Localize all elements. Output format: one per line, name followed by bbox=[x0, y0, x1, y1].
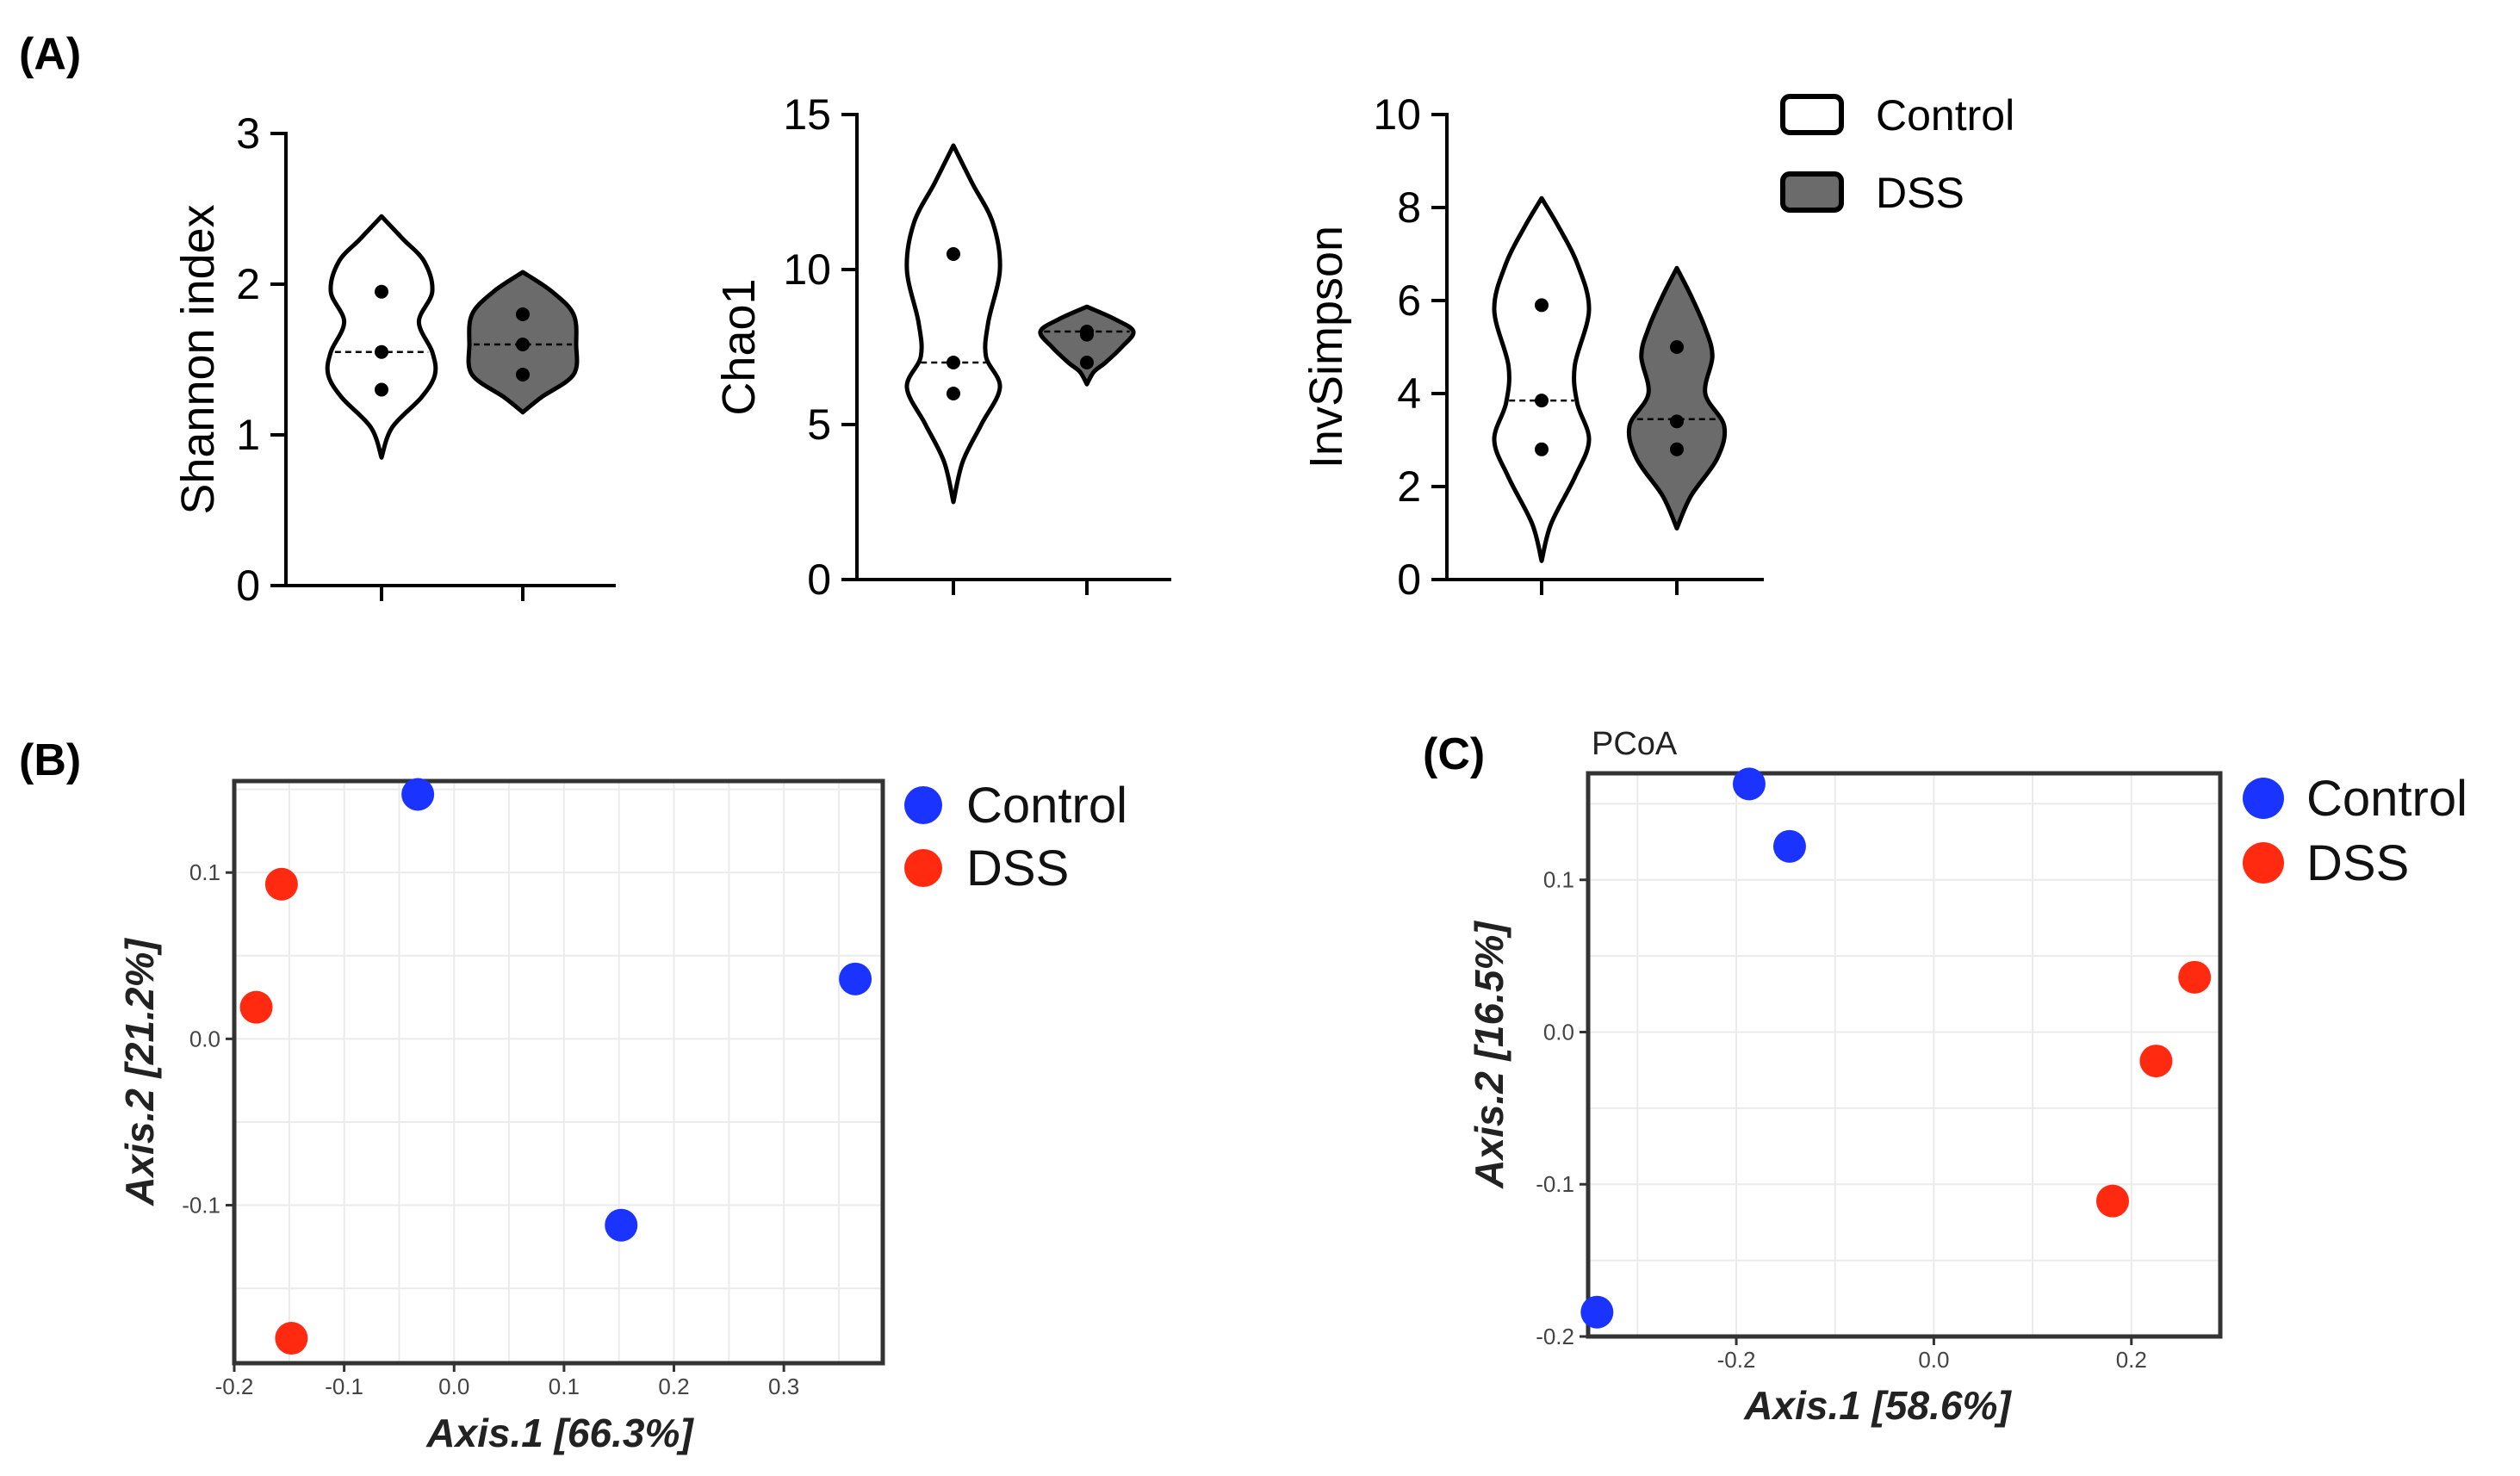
x-tick-label: -0.2 bbox=[1717, 1347, 1756, 1373]
legend-marker-control bbox=[904, 786, 942, 824]
y-tick-label: 5 bbox=[807, 400, 831, 449]
scatter-point-dss bbox=[275, 1322, 308, 1355]
data-point bbox=[1080, 356, 1094, 369]
data-point bbox=[375, 382, 388, 397]
y-axis-label: Axis.2 [21.2%] bbox=[117, 938, 162, 1206]
data-point bbox=[1535, 298, 1549, 313]
y-tick-label: 8 bbox=[1397, 183, 1421, 232]
y-tick-label: 0.1 bbox=[189, 859, 220, 885]
scatter-point-control bbox=[839, 962, 872, 995]
y-tick-label: 1 bbox=[236, 411, 260, 459]
x-tick-label: 0.1 bbox=[549, 1374, 580, 1399]
x-tick-label: 0.0 bbox=[438, 1374, 469, 1399]
scatter-point-dss bbox=[2139, 1045, 2173, 1078]
y-tick-label: 4 bbox=[1397, 369, 1421, 418]
legend-label-dss: DSS bbox=[1876, 169, 1964, 217]
data-point bbox=[1535, 394, 1549, 408]
plot-frame bbox=[1586, 771, 2223, 1339]
x-tick-label: -0.1 bbox=[325, 1374, 363, 1399]
data-point bbox=[516, 307, 530, 321]
legend-label-dss: DSS bbox=[966, 840, 1069, 896]
y-tick-label: 6 bbox=[1397, 276, 1421, 325]
plot-background bbox=[234, 781, 883, 1363]
violin-shape-dss bbox=[1038, 304, 1136, 387]
y-tick-label: 0 bbox=[236, 561, 260, 610]
pcoa-scatter-c: -0.2 0.0 0.2 -0.2 -0.1 0.0 0.1 Axis.1 [58.6%] Ax… bbox=[1467, 726, 2467, 1428]
x-tick-label: -0.2 bbox=[215, 1374, 254, 1399]
x-axis-label: Axis.1 [66.3%] bbox=[425, 1411, 694, 1455]
pcoa-scatter-b: -0.2 -0.1 0.0 0.1 0.2 0.3 -0.1 0.0 0.1 Axis.1 [66… bbox=[117, 778, 1127, 1455]
chao1-violin-chart: 0 5 10 15 Chao1 bbox=[713, 90, 1171, 604]
legend-marker-control bbox=[2243, 778, 2284, 819]
y-axis-label: Chao1 bbox=[713, 278, 765, 415]
scatter-point-control bbox=[1772, 829, 1806, 863]
legend-swatch-control bbox=[1780, 94, 1844, 135]
scatter-point-dss bbox=[2095, 1184, 2129, 1218]
y-tick-label: 0.0 bbox=[189, 1026, 220, 1051]
y-tick-label: -0.1 bbox=[182, 1193, 220, 1219]
y-tick-label: 3 bbox=[236, 109, 260, 158]
legend-swatch-dss bbox=[1780, 171, 1844, 213]
panel-label-c: (C) bbox=[1423, 729, 1485, 779]
data-point bbox=[1080, 327, 1094, 342]
invsimpson-violin-chart: 0 2 4 6 8 10 InvSimpson bbox=[1300, 90, 1764, 604]
legend-label-dss: DSS bbox=[2306, 835, 2409, 891]
y-tick-label: 2 bbox=[1397, 462, 1421, 511]
scatter-point-control bbox=[401, 778, 435, 811]
data-point bbox=[1670, 442, 1684, 456]
y-axis-label: Axis.2 [16.5%] bbox=[1467, 921, 1511, 1189]
data-point bbox=[1670, 340, 1684, 354]
legend-label-control: Control bbox=[1876, 91, 2014, 140]
y-tick-label: 0.0 bbox=[1543, 1019, 1574, 1045]
y-tick-label: -0.2 bbox=[1536, 1324, 1574, 1349]
y-tick-label: 10 bbox=[1373, 90, 1421, 139]
legend-label-control: Control bbox=[2306, 771, 2467, 827]
data-point bbox=[516, 338, 530, 351]
y-tick-label: 2 bbox=[236, 260, 260, 308]
data-point bbox=[375, 284, 388, 299]
data-point bbox=[1535, 442, 1549, 456]
scatter-point-dss bbox=[2178, 960, 2212, 994]
scatter-point-dss bbox=[239, 990, 273, 1024]
violin-shape-control bbox=[325, 214, 438, 460]
scatter-point-control bbox=[1580, 1295, 1614, 1329]
x-axis-label: Axis.1 [58.6%] bbox=[1743, 1383, 2012, 1428]
x-tick-label: 0.2 bbox=[2116, 1347, 2147, 1373]
scatter-point-control bbox=[1732, 767, 1766, 801]
y-tick-label: 15 bbox=[783, 90, 831, 139]
legend-marker-dss bbox=[904, 849, 942, 887]
y-tick-label: -0.1 bbox=[1536, 1171, 1574, 1197]
violin-legend: Control DSS bbox=[1780, 91, 2014, 217]
data-point bbox=[947, 247, 960, 261]
x-tick-label: 0.3 bbox=[768, 1374, 799, 1399]
violin-shape-dss bbox=[1626, 265, 1728, 531]
data-point bbox=[947, 356, 960, 369]
y-tick-label: 0 bbox=[807, 555, 831, 604]
data-point bbox=[1670, 414, 1684, 429]
x-tick-label: 0.2 bbox=[658, 1374, 689, 1399]
y-axis-label: InvSimpson bbox=[1300, 226, 1352, 468]
y-axis-label: Shannon index bbox=[172, 204, 224, 514]
data-point bbox=[947, 387, 960, 400]
legend-label-control: Control bbox=[966, 778, 1127, 834]
violin-shape-control bbox=[904, 143, 1002, 505]
legend-marker-dss bbox=[2243, 842, 2284, 884]
y-tick-label: 0.1 bbox=[1543, 867, 1574, 893]
plot-frame bbox=[232, 778, 885, 1366]
x-tick-label: 0.0 bbox=[1918, 1347, 1949, 1373]
scatter-point-control bbox=[605, 1208, 638, 1242]
data-point bbox=[516, 368, 530, 381]
y-tick-label: 0 bbox=[1397, 555, 1421, 604]
panel-label-b: (B) bbox=[19, 735, 81, 785]
data-point bbox=[375, 344, 388, 359]
scatter-point-dss bbox=[264, 867, 298, 901]
plot-background bbox=[1588, 773, 2220, 1336]
violin-shape-control bbox=[1492, 195, 1592, 563]
y-tick-label: 10 bbox=[783, 245, 831, 294]
panel-label-a: (A) bbox=[19, 29, 81, 79]
plot-title: PCoA bbox=[1592, 726, 1678, 762]
